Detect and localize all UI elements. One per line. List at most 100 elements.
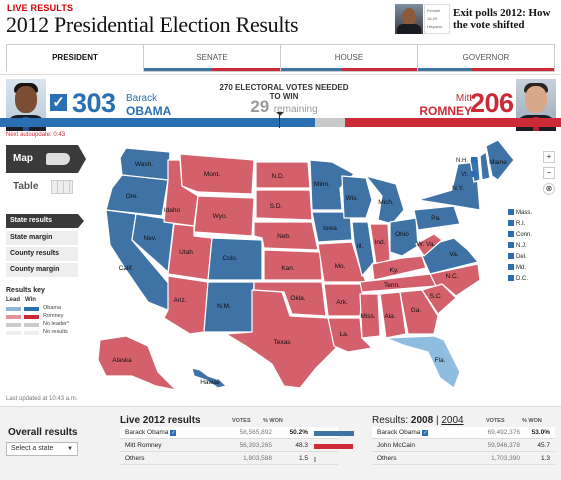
state-minn[interactable]: [309, 159, 355, 211]
state-ny[interactable]: [417, 161, 481, 211]
live-pct-header: % WON: [263, 418, 283, 424]
state-iowa[interactable]: [311, 211, 353, 243]
state-ore[interactable]: [105, 174, 169, 217]
tab-president[interactable]: PRESIDENT: [6, 44, 144, 72]
state-label: Okla.: [290, 295, 305, 302]
state-callout[interactable]: Vt.: [461, 171, 479, 178]
candidate-name: John McCain: [377, 442, 415, 449]
option-state-margin[interactable]: State margin: [6, 231, 78, 245]
state-callout[interactable]: Del.: [508, 253, 527, 260]
zoom-in-button[interactable]: +: [543, 151, 555, 163]
state-ky[interactable]: [371, 255, 427, 281]
state-label: Ariz.: [174, 297, 187, 304]
state-hawaii[interactable]: [191, 367, 227, 389]
table-view-label: Table: [13, 181, 39, 192]
option-state-results[interactable]: State results: [6, 214, 84, 228]
overall-results-title: Overall results: [8, 427, 78, 438]
romney-first-name: Mitt: [455, 93, 472, 104]
reset-map-icon[interactable]: ⊗: [543, 183, 555, 195]
obama-electoral-votes: 303: [72, 88, 116, 118]
state-texas[interactable]: [225, 289, 337, 389]
vote-count: 1,703,390: [491, 455, 520, 462]
state-wva[interactable]: [415, 233, 443, 257]
option-county-results[interactable]: County results: [6, 247, 78, 261]
state-callout[interactable]: N.H.: [456, 157, 479, 164]
option-county-margin[interactable]: County margin: [6, 263, 78, 277]
state-callout[interactable]: Mass.: [508, 209, 532, 216]
state-label: Wis.: [346, 195, 359, 202]
state-la[interactable]: [327, 317, 373, 353]
state-mont[interactable]: [179, 153, 255, 195]
key-label: Romney: [43, 313, 64, 319]
state-label: S.C.: [430, 293, 443, 300]
state-wis[interactable]: [341, 175, 373, 219]
state-nd[interactable]: [255, 161, 311, 189]
table-row: Barack Obama ✓ 58,565,892 50.2%: [120, 427, 354, 439]
promo-chart-label: 18-29: [427, 16, 438, 21]
state-ala[interactable]: [379, 291, 407, 339]
romney-electoral-votes: 206: [470, 88, 514, 118]
state-ill[interactable]: [351, 221, 375, 277]
state-wyo[interactable]: [193, 195, 255, 237]
past-results-prefix: Results:: [372, 415, 409, 426]
state-label: Mo.: [335, 263, 346, 270]
table-view-button[interactable]: Table: [6, 176, 78, 198]
key-lead-swatch: [6, 331, 21, 335]
state-callout[interactable]: D.C.: [508, 275, 528, 282]
votes-needed-label: 270 ELECTORAL VOTES NEEDED TO WIN: [219, 83, 349, 101]
tab-house[interactable]: HOUSE: [281, 44, 418, 72]
state-fla[interactable]: [385, 335, 461, 389]
key-win-swatch: [24, 307, 39, 311]
us-map-icon: [46, 153, 70, 165]
state-ga[interactable]: [399, 289, 439, 335]
state-label: Calif.: [119, 265, 134, 272]
state-miss[interactable]: [359, 293, 381, 339]
last-updated: Last updated at 10:43 a.m.: [6, 396, 78, 402]
state-nc[interactable]: [429, 263, 481, 297]
zoom-out-button[interactable]: −: [543, 167, 555, 179]
state-label: Iowa: [323, 225, 337, 232]
key-win-swatch: [24, 323, 39, 327]
state-pa[interactable]: [413, 205, 461, 231]
year-2008-link[interactable]: 2008: [410, 415, 434, 426]
state-nh[interactable]: [479, 151, 491, 181]
state-neb[interactable]: [253, 221, 319, 251]
tab-senate[interactable]: SENATE: [144, 44, 281, 72]
state-callout[interactable]: Md.: [508, 264, 526, 271]
year-separator: |: [435, 415, 439, 426]
tab-governor[interactable]: GOVERNOR: [418, 44, 555, 72]
vote-percent: 1.3: [540, 455, 550, 462]
state-maine[interactable]: [485, 139, 515, 181]
state-callout[interactable]: R.I.: [508, 220, 525, 227]
state-label: Neb.: [277, 233, 291, 240]
exit-polls-promo[interactable]: Female 18-29 Hispanic Exit polls 2012: H…: [395, 4, 557, 36]
state-label: Ala.: [384, 313, 395, 320]
live-results-label: LIVE RESULTS: [7, 3, 74, 13]
state-ariz[interactable]: [163, 275, 209, 335]
state-swatch: [508, 242, 514, 248]
state-colo[interactable]: [207, 237, 263, 281]
key-row: Obama: [6, 305, 86, 312]
remaining-votes: 29 remaining: [214, 97, 354, 117]
state-label: N.D.: [272, 173, 285, 180]
state-callout[interactable]: Conn.: [508, 231, 532, 238]
state-select[interactable]: Select a state ▼: [6, 442, 78, 456]
map-view-label: Map: [13, 153, 33, 164]
state-kan[interactable]: [263, 249, 323, 281]
key-lead-swatch: [6, 307, 21, 311]
state-label: Mont.: [204, 171, 220, 178]
promo-headline[interactable]: Exit polls 2012: How the vote shifted: [453, 7, 551, 31]
state-ohio[interactable]: [389, 217, 419, 257]
promo-mini-chart: Female 18-29 Hispanic: [424, 4, 450, 34]
state-ark[interactable]: [323, 283, 365, 317]
state-callout[interactable]: N.J.: [508, 242, 527, 249]
state-sd[interactable]: [255, 189, 313, 221]
map-view-button[interactable]: Map: [6, 145, 86, 173]
state-label: N.C.: [446, 273, 459, 280]
past-pct-header: % WON: [522, 418, 542, 424]
year-2004-link[interactable]: 2004: [441, 415, 464, 426]
state-alaska[interactable]: [97, 335, 177, 391]
state-swatch: [508, 220, 514, 226]
key-lead-swatch: [6, 323, 21, 327]
state-label: Ga.: [411, 307, 422, 314]
